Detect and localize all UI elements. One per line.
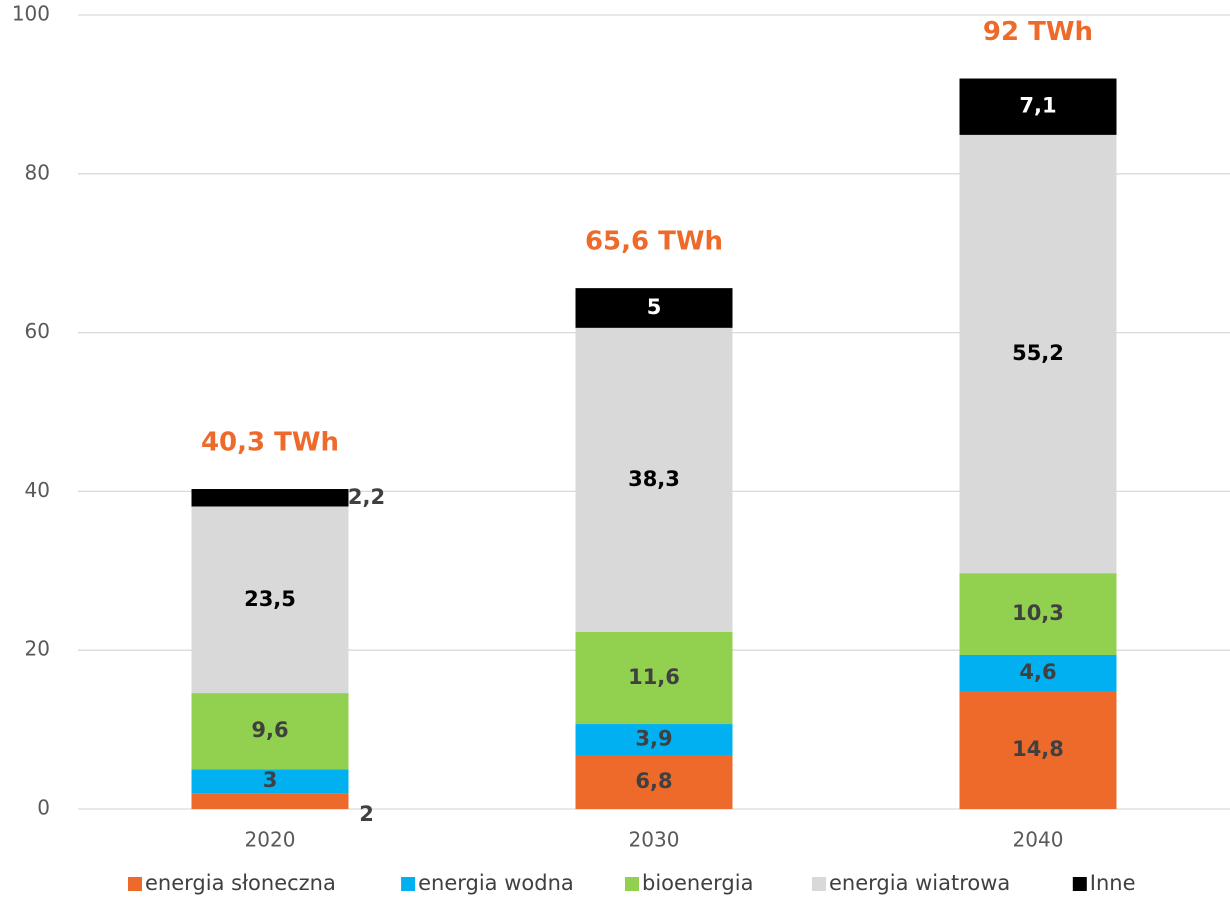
bar-segment [959, 134, 1117, 574]
legend-swatch [812, 877, 826, 891]
legend-swatch [625, 877, 639, 891]
data-label: 6,8 [635, 769, 672, 793]
bar-segment [959, 573, 1117, 655]
total-label: 40,3 TWh [201, 428, 339, 458]
legend-swatch [1072, 877, 1087, 891]
y-tick-label: 0 [37, 796, 50, 820]
legend-label: Inne [1090, 871, 1136, 895]
data-label: 11,6 [628, 665, 680, 689]
legend-label: energia wodna [418, 871, 574, 895]
data-label: 3,9 [635, 727, 672, 751]
legend-label: bioenergia [642, 871, 753, 895]
data-label: 3 [263, 768, 278, 792]
y-tick-label: 80 [25, 160, 50, 184]
bar-segment [191, 506, 349, 694]
data-label: 14,8 [1012, 737, 1064, 761]
y-tick-label: 100 [12, 2, 50, 26]
data-label: 9,6 [251, 718, 288, 742]
legend-label: energia słoneczna [145, 871, 336, 895]
bar-segment [959, 78, 1117, 135]
data-label: 4,6 [1019, 660, 1056, 684]
legend-label: energia wiatrowa [829, 871, 1010, 895]
legend-swatch [401, 877, 416, 891]
total-label: 92 TWh [983, 17, 1093, 47]
data-label: 7,1 [1019, 94, 1056, 118]
bar-segment [959, 691, 1117, 809]
x-tick-label: 2020 [245, 828, 296, 852]
bar-segment [191, 693, 349, 770]
data-label: 23,5 [244, 587, 296, 611]
bar-segment [575, 724, 733, 756]
y-tick-label: 60 [25, 319, 50, 343]
x-tick-label: 2030 [629, 828, 680, 852]
data-label: 5 [647, 295, 662, 319]
data-label: 55,2 [1012, 341, 1064, 365]
bar-segment [575, 755, 733, 809]
bar-segment [191, 769, 349, 794]
bar-segment [191, 793, 349, 809]
bar-segment [959, 654, 1117, 692]
data-label: 38,3 [628, 467, 680, 491]
bar-segment [575, 327, 733, 632]
y-tick-label: 20 [25, 637, 50, 661]
legend-swatch [128, 877, 142, 891]
bar-segment [575, 631, 733, 725]
data-label: 10,3 [1012, 601, 1064, 625]
x-tick-label: 2040 [1013, 828, 1064, 852]
data-label: 2 [359, 802, 374, 826]
bar-segment [191, 489, 349, 507]
data-label: 2,2 [348, 485, 385, 509]
total-label: 65,6 TWh [585, 227, 723, 257]
y-tick-label: 40 [25, 478, 50, 502]
bar-segment [575, 288, 733, 328]
